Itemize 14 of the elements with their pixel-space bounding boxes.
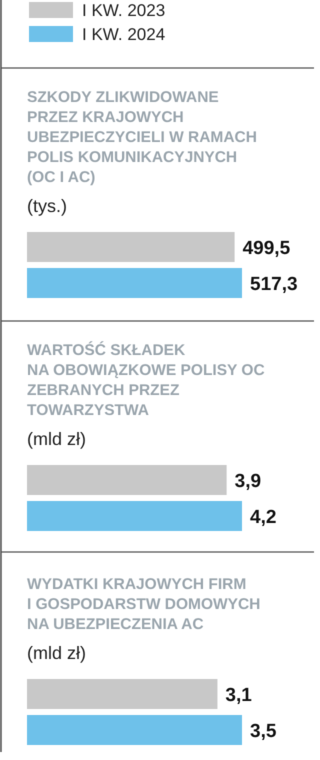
data-label: 499,5: [242, 238, 291, 259]
data-label: 4,2: [250, 507, 276, 528]
chart-subtitle: (mld zł): [27, 429, 86, 449]
legend-label: I KW. 2024: [82, 25, 166, 44]
data-label: 517,3: [250, 274, 298, 295]
data-label: 3,5: [250, 721, 277, 742]
chart-subtitle: (mld zł): [27, 643, 86, 663]
legend-label: I KW. 2023: [82, 1, 166, 20]
chart-title: WYDATKI KRAJOWYCH FIRM I GOSPODARSTW DOMOWYCH NA UBEZPIECZENIA AC: [27, 576, 260, 633]
data-label: 3,9: [234, 471, 262, 492]
data-label: 3,1: [225, 685, 252, 706]
chart-title: SZKODY ZLIKWIDOWANE PRZEZ KRAJOWYCH UBEZPIECZYCIELI W RAMACH POLIS KOMUNIKACYJNYCH (OC I AC): [27, 89, 257, 186]
chart-title: WARTOŚĆ SKŁADEK NA OBOWIĄZKOWE POLISY OC ZEBRANYCH PRZEZ TOWARZYSTWA: [27, 341, 265, 419]
chart-subtitle: (tys.): [27, 196, 67, 216]
